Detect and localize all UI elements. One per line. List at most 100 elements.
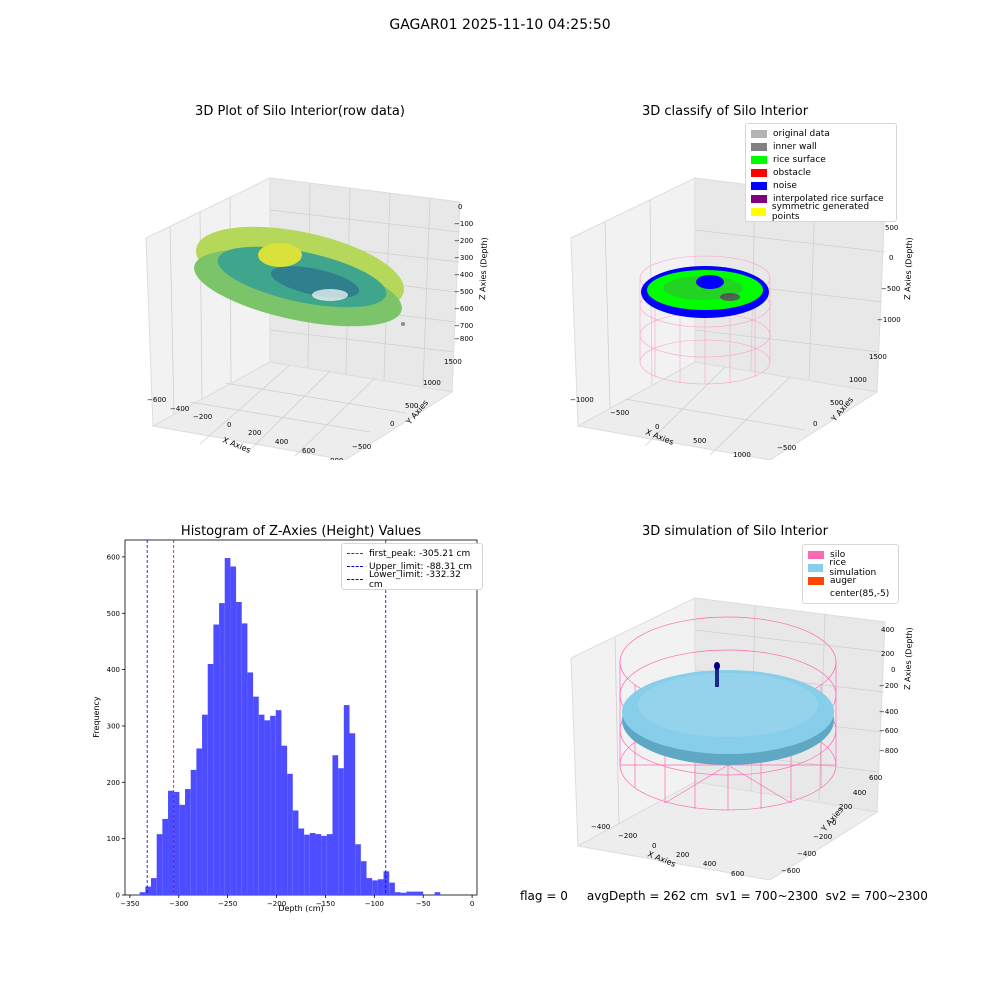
plot2-ztick: −1000 <box>877 316 901 324</box>
hist-xtick-label: −50 <box>416 900 431 908</box>
hist-xtick-label: −100 <box>365 900 384 908</box>
plot2-xtick: 0 <box>655 423 659 431</box>
hist-bar <box>355 844 361 895</box>
plot4-xtick: −200 <box>618 832 637 840</box>
plot4-title: 3D simulation of Silo Interior <box>642 524 828 539</box>
hist-bar <box>389 882 395 895</box>
plot1-ztick: −500 <box>454 288 473 296</box>
hist-bar <box>224 558 231 895</box>
hist-ytick-label: 200 <box>107 779 120 787</box>
hist-bar <box>202 714 208 895</box>
plot2-3d-axes: −1000 −500 0 500 1000 X Axies −500 0 500… <box>570 177 914 460</box>
legend-swatch <box>347 566 363 567</box>
hist-legend: first_peak: -305.21 cm Upper_limit: -88.… <box>341 543 483 590</box>
plot1-ztick: −200 <box>454 237 473 245</box>
hist-ytick-label: 600 <box>107 553 120 561</box>
hist-bar <box>338 768 344 895</box>
hist-bars <box>139 558 441 895</box>
plot1-xtick: −600 <box>147 396 166 404</box>
plot2-xtick: 500 <box>693 437 706 445</box>
plot4-ytick: 0 <box>832 819 836 827</box>
plot2-ytick: 1000 <box>849 376 867 384</box>
hist-bar <box>173 791 180 895</box>
legend-item: auger <box>808 574 893 587</box>
plot4-ztick: −800 <box>879 747 898 755</box>
legend-swatch <box>808 550 824 559</box>
legend-swatch <box>751 129 767 138</box>
plot2-legend: original data inner wall rice surface ob… <box>745 123 897 222</box>
hist-bar <box>287 773 293 895</box>
plot2-y-ticks: −500 0 500 1000 1500 <box>777 353 887 452</box>
plot1-ytick: −500 <box>352 443 371 451</box>
plot1-ztick: −400 <box>454 271 473 279</box>
hist-y-ticks: 0 100 200 300 400 500 600 <box>107 553 125 900</box>
plot4-y-ticks: −600 −400 −200 0 200 400 600 <box>781 774 882 875</box>
hist-bar <box>253 696 259 895</box>
hist-bar <box>241 623 248 895</box>
legend-item: Upper_limit: -88.31 cm <box>347 560 477 573</box>
plot1-xtick: 800 <box>330 457 343 460</box>
hist-bar <box>270 715 276 895</box>
legend-item: rice surface <box>751 153 891 166</box>
legend-swatch <box>751 168 767 177</box>
hist-bar <box>145 886 152 895</box>
plot4-ztick: 200 <box>881 650 894 658</box>
plot2-ytick: 1500 <box>869 353 887 361</box>
hist-bar <box>151 878 157 895</box>
plot1-xtick: 600 <box>302 447 315 455</box>
legend-swatch <box>751 181 767 190</box>
hist-bar <box>366 878 373 895</box>
hist-bar <box>372 880 378 895</box>
hist-vlines <box>146 540 387 895</box>
hist-ylabel: Frequency <box>92 696 101 738</box>
plot1-ytick: 500 <box>405 402 418 410</box>
legend-swatch <box>347 579 363 580</box>
legend-swatch <box>751 155 767 164</box>
plot1-title: 3D Plot of Silo Interior(row data) <box>195 104 405 119</box>
legend-item: Lower_limit: -332.32 cm <box>347 570 477 590</box>
hist-bar <box>321 835 327 895</box>
hist-bar <box>264 720 271 895</box>
plot4-ztick: −600 <box>879 727 898 735</box>
legend-swatch <box>751 142 767 151</box>
plot1-x-ticks: −600 −400 −200 0 200 400 600 800 <box>147 396 343 460</box>
plot1-xtick: −400 <box>170 405 189 413</box>
hist-bar <box>326 834 333 895</box>
hist-bar <box>247 672 254 895</box>
plot1-pane-floor <box>151 361 454 460</box>
hist-xtick-label: −200 <box>267 900 286 908</box>
hist-xtick-label: −350 <box>120 900 139 908</box>
plot1-xtick: 400 <box>275 438 288 446</box>
plot1-xtick: −200 <box>193 413 212 421</box>
plot4-ytick: 200 <box>839 803 852 811</box>
plot4-xtick: 200 <box>676 851 689 859</box>
hist-bar <box>298 828 305 895</box>
plot4-auger <box>714 662 720 687</box>
legend-item: symmetric generated points <box>751 202 891 222</box>
plot1-ytick: 1000 <box>423 379 441 387</box>
legend-swatch <box>808 576 824 585</box>
plot1-ztick: −600 <box>454 305 473 313</box>
hist-bar <box>156 834 163 895</box>
plot2-xtick: 1000 <box>733 451 751 459</box>
hist-bar <box>383 871 390 895</box>
hist-bar <box>417 891 424 895</box>
legend-item: original data <box>751 127 891 140</box>
plot1-ztick: −300 <box>454 254 473 262</box>
plot4-xtick: 400 <box>703 860 716 868</box>
hist-xtick-label: −300 <box>169 900 188 908</box>
plot4-ztick: 0 <box>891 666 895 674</box>
hist-bar <box>394 892 401 895</box>
legend-item: noise <box>751 179 891 192</box>
plot3-title: Histogram of Z-Axies (Height) Values <box>180 524 422 539</box>
legend-swatch <box>751 194 767 203</box>
plot4-ztick: −200 <box>879 682 898 690</box>
legend-swatch <box>751 207 766 216</box>
plot1-3d-axes: −600 −400 −200 0 200 400 600 800 X Axies… <box>145 177 489 460</box>
hist-bar <box>168 790 174 895</box>
plot2-title: 3D classify of Silo Interior <box>641 104 809 119</box>
plot4-ytick: 600 <box>869 774 882 782</box>
hist-bar <box>258 714 265 895</box>
figure-title: GAGAR01 2025-11-10 04:25:50 <box>389 17 611 33</box>
plot4-xtick: 0 <box>652 842 656 850</box>
